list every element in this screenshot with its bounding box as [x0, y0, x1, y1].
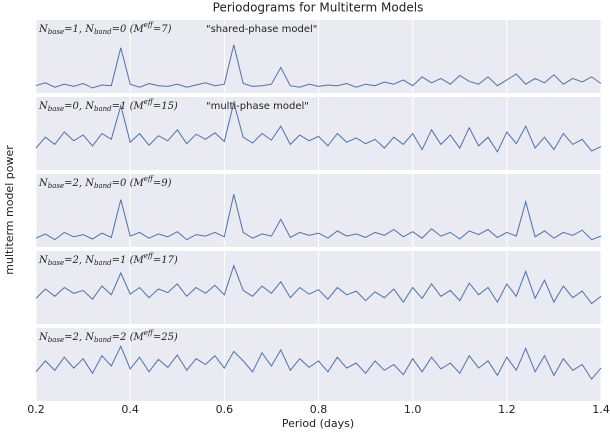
x-tick-label: 0.8 [310, 403, 328, 416]
label-part: =0, N [64, 101, 95, 112]
label-part: band [94, 336, 112, 344]
annotation: "shared-phase model" [206, 24, 317, 35]
label-part: N [38, 255, 49, 266]
x-axis-label: Period (days) [282, 417, 354, 430]
label-part: band [94, 105, 112, 113]
y-axis-label: multiterm model power [3, 145, 16, 275]
label-part: =1 (M [112, 101, 145, 112]
x-tick-label: 0.6 [216, 403, 234, 416]
panel-label: Nbase=0, Nband=1 (Meff=15) [38, 98, 178, 113]
panel-label: Nbase=2, Nband=0 (Meff=9) [38, 175, 172, 190]
chart-title: Periodograms for Multiterm Models [213, 1, 424, 15]
label-part: band [94, 259, 112, 267]
label-part: base [48, 336, 64, 344]
x-tick-label: 1.4 [592, 403, 610, 416]
label-part: base [48, 28, 64, 36]
label-part: eff [144, 98, 154, 106]
label-part: eff [144, 175, 154, 183]
label-part: band [94, 28, 112, 36]
panel-label: Nbase=2, Nband=1 (Meff=17) [38, 252, 178, 267]
label-part: =0 (M [112, 24, 145, 35]
label-part: eff [144, 329, 154, 337]
x-tick-label: 1.0 [404, 403, 422, 416]
panel-label: Nbase=2, Nband=2 (Meff=25) [38, 329, 178, 344]
series-line [35, 345, 602, 380]
label-part: =17) [153, 255, 178, 266]
label-part: =0 (M [112, 178, 145, 189]
label-part: N [38, 178, 49, 189]
label-part: =7) [153, 24, 172, 35]
label-part: =9) [153, 178, 172, 189]
label-part: N [38, 332, 49, 343]
label-part: =2, N [64, 255, 95, 266]
label-part: eff [144, 252, 154, 260]
label-part: =2 (M [112, 332, 145, 343]
x-tick-label: 0.4 [121, 403, 139, 416]
label-part: =2, N [64, 332, 95, 343]
series-line [35, 194, 602, 241]
panel-label: Nbase=1, Nband=0 (Meff=7) [38, 21, 172, 36]
annotation: "multi-phase model" [206, 101, 309, 112]
label-part: =15) [153, 101, 178, 112]
label-part: =1, N [64, 24, 95, 35]
label-part: =25) [153, 332, 178, 343]
label-part: band [94, 182, 112, 190]
series-line [35, 44, 602, 89]
label-part: eff [144, 21, 154, 29]
series-line [35, 264, 602, 305]
label-part: base [48, 259, 64, 267]
series-line [35, 100, 602, 153]
label-part: =1 (M [112, 255, 145, 266]
label-part: N [38, 101, 49, 112]
label-part: base [48, 182, 64, 190]
x-tick-label: 0.2 [27, 403, 45, 416]
label-part: N [38, 24, 49, 35]
x-tick-label: 1.2 [498, 403, 516, 416]
label-part: base [48, 105, 64, 113]
label-part: =2, N [64, 178, 95, 189]
